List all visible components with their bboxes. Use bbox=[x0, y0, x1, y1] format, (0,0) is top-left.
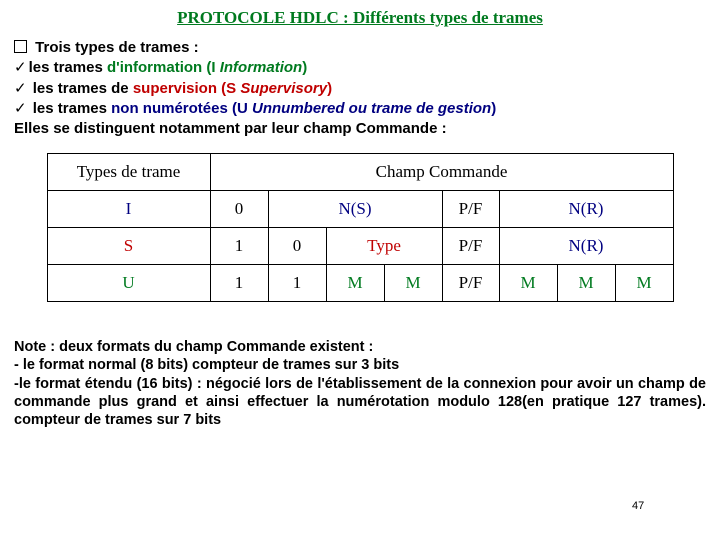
table-cell: Champ Commande bbox=[210, 154, 673, 191]
page-title: PROTOCOLE HDLC : Différents types de tra… bbox=[14, 8, 706, 28]
command-field-table: Types de trameChamp CommandeI0N(S)P/FN(R… bbox=[47, 153, 674, 302]
check-icon: ✓ bbox=[14, 79, 27, 99]
line4: les trames non numérotées (U Unnumbered … bbox=[29, 100, 497, 117]
table-cell: N(R) bbox=[499, 191, 673, 228]
line1: Trois types de trames : bbox=[35, 39, 198, 56]
table-cell: M bbox=[557, 265, 615, 302]
table-cell: I bbox=[47, 191, 210, 228]
footnote: Note : deux formats du champ Commande ex… bbox=[14, 338, 706, 429]
table-cell: Types de trame bbox=[47, 154, 210, 191]
check-icon: ✓ bbox=[14, 58, 27, 78]
table-cell: S bbox=[47, 228, 210, 265]
body-text: Trois types de trames :✓les trames d'inf… bbox=[14, 38, 706, 139]
table-cell: 0 bbox=[210, 191, 268, 228]
line5: Elles se distinguent notamment par leur … bbox=[14, 120, 447, 137]
title-text: PROTOCOLE HDLC : Différents types de tra… bbox=[177, 8, 543, 27]
note-line: -le format étendu (16 bits) : négocié lo… bbox=[14, 376, 706, 428]
table-cell: M bbox=[384, 265, 442, 302]
table-cell: U bbox=[47, 265, 210, 302]
line2: les trames d'information (I Information) bbox=[29, 59, 308, 76]
table-cell: N(R) bbox=[499, 228, 673, 265]
note-line: - le format normal (8 bits) compteur de … bbox=[14, 357, 399, 373]
page-number: 47 bbox=[632, 500, 644, 512]
table-cell: P/F bbox=[442, 265, 499, 302]
note-line: Note : deux formats du champ Commande ex… bbox=[14, 339, 373, 355]
table-cell: 1 bbox=[210, 228, 268, 265]
table-cell: 0 bbox=[268, 228, 326, 265]
check-icon: ✓ bbox=[14, 99, 27, 119]
line3: les trames de supervision (S Supervisory… bbox=[29, 80, 332, 97]
table-cell: M bbox=[615, 265, 673, 302]
table-cell: P/F bbox=[442, 191, 499, 228]
table-cell: M bbox=[499, 265, 557, 302]
table-cell: P/F bbox=[442, 228, 499, 265]
table-cell: N(S) bbox=[268, 191, 442, 228]
table-cell: M bbox=[326, 265, 384, 302]
table-cell: 1 bbox=[268, 265, 326, 302]
table-cell: 1 bbox=[210, 265, 268, 302]
square-bullet-icon bbox=[14, 40, 27, 53]
table-cell: Type bbox=[326, 228, 442, 265]
